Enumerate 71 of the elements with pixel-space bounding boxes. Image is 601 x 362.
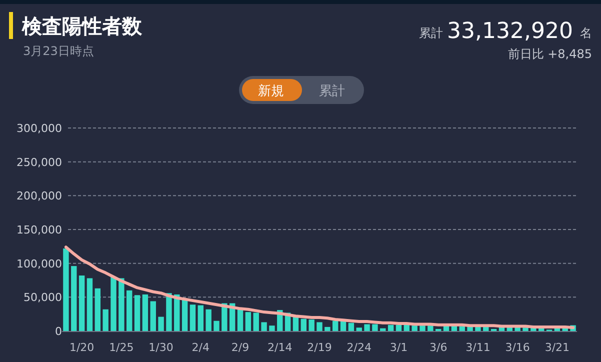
bar [308, 319, 314, 331]
bar [94, 288, 101, 331]
bar [388, 324, 394, 331]
chart-title: 検査陽性者数 [21, 14, 143, 38]
bar [71, 266, 77, 331]
bar [134, 295, 140, 331]
bar [372, 324, 378, 331]
bar [459, 326, 465, 331]
x-tick-label: 3/1 [390, 341, 408, 354]
bar [206, 309, 212, 331]
text: 名 [580, 26, 592, 40]
x-tick-label: 3/21 [544, 341, 570, 354]
text: 新規 [258, 84, 284, 99]
chart-subtitle: 3月23日時点 [23, 44, 94, 58]
x-tick-label: 2/14 [268, 341, 292, 354]
bar [324, 326, 330, 331]
bar [86, 278, 93, 331]
bar [269, 326, 275, 331]
bar [150, 301, 156, 331]
bar [63, 248, 69, 331]
bar [412, 326, 418, 331]
x-tick-label: 3/11 [466, 341, 490, 354]
y-tick-label: 200,000 [16, 190, 62, 203]
bar [110, 276, 116, 331]
x-tick-label: 1/20 [69, 341, 94, 354]
bar [396, 324, 402, 331]
bar [142, 294, 148, 331]
bar [483, 326, 489, 331]
x-tick-label: 2/9 [231, 341, 250, 354]
x-tick-label: 2/19 [307, 341, 332, 354]
line-series [64, 246, 575, 330]
bar [78, 276, 85, 331]
bar [404, 324, 410, 331]
x-tick-label: 3/16 [505, 341, 530, 354]
bar [245, 312, 252, 331]
bar [166, 293, 172, 331]
bar [348, 322, 354, 331]
x-tick-label: 2/4 [192, 341, 210, 354]
bar [292, 316, 299, 331]
bar [214, 320, 220, 331]
y-tick-label: 150,000 [16, 224, 62, 236]
y-tick-label: 250,000 [16, 156, 62, 169]
bar [253, 312, 259, 331]
x-tick-label: 1/30 [148, 341, 174, 354]
bar [118, 278, 124, 331]
bar [158, 316, 164, 331]
text: 33,132,920 [447, 19, 573, 44]
bar [300, 318, 307, 331]
text: 前日比 +8,485 [508, 47, 592, 61]
bar [356, 328, 362, 331]
x-tick-label: 3/6 [429, 341, 448, 354]
bar [364, 324, 370, 331]
bar [198, 305, 204, 331]
x-tick-label: 2/24 [346, 341, 372, 354]
text: 累計 [419, 26, 443, 40]
text: 累計 [319, 84, 345, 99]
y-tick-label: 100,000 [16, 257, 62, 270]
bar [126, 290, 132, 331]
bar [182, 300, 188, 331]
bar [316, 322, 322, 331]
y-tick-label: 300,000 [16, 122, 62, 135]
bar [102, 309, 108, 331]
bar [237, 308, 244, 331]
x-tick-label: 1/25 [109, 341, 134, 354]
bar [190, 304, 196, 331]
bar [428, 326, 434, 331]
bar [261, 322, 267, 331]
bar [420, 326, 426, 331]
bar [332, 320, 338, 331]
y-tick-label: 50,000 [24, 291, 62, 304]
y-tick-label: 0 [55, 325, 62, 338]
